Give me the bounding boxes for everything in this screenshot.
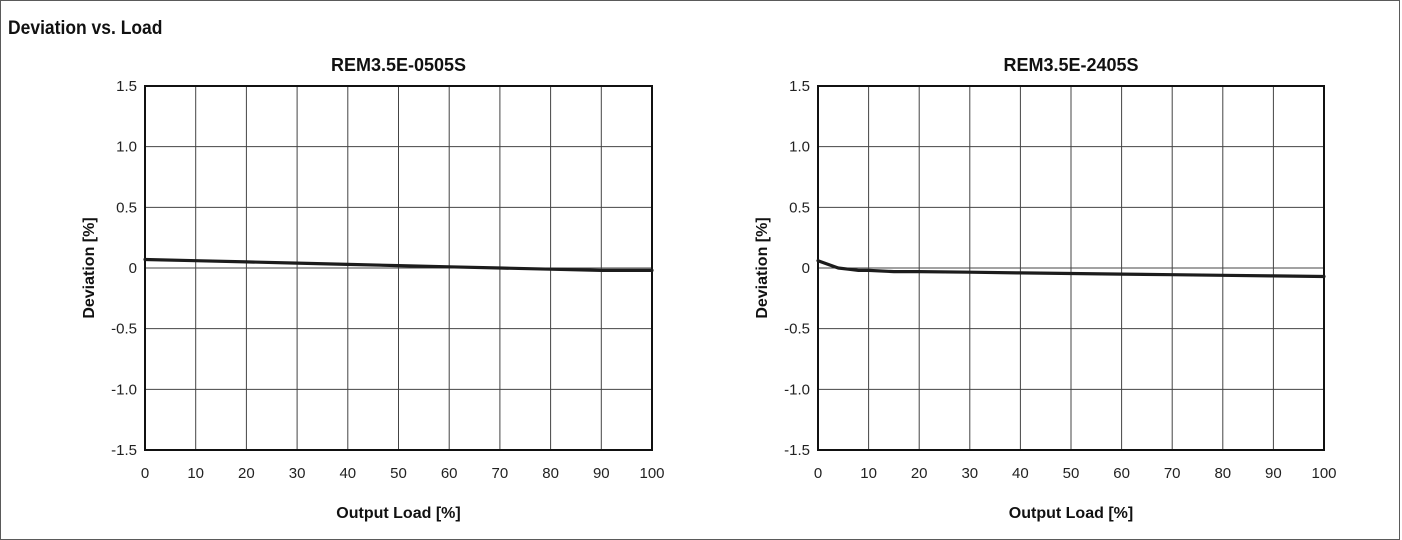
section-title: Deviation vs. Load [8,18,163,39]
y-tick-label: -1.0 [111,381,137,398]
y-tick-label: 0.5 [116,199,137,216]
x-tick-label: 10 [187,465,204,482]
x-tick-label: 0 [141,465,149,482]
x-tick-label: 10 [860,465,877,482]
chart-2: REM3.5E-2405S 0 10 20 30 40 50 60 70 80 90 100 1.5 1.… [754,55,1337,522]
y-tick-label: -0.5 [784,321,810,338]
x-tick-label: 20 [238,465,255,482]
x-tick-label: 100 [1311,465,1336,482]
y-tick-label: -0.5 [111,321,137,338]
x-axis-label: Output Load [%] [1009,505,1133,522]
x-tick-label: 0 [814,465,822,482]
plot-area-border [817,85,1325,451]
x-tick-label: 40 [339,465,356,482]
x-tick-label: 80 [542,465,559,482]
x-tick-label: 50 [390,465,407,482]
chart-1: REM3.5E-0505S 0 10 20 30 40 50 60 70 80 90 100 1.5 1.… [81,55,665,522]
x-tick-label: 30 [961,465,978,482]
y-tick-label: -1.5 [784,442,810,459]
x-tick-label: 60 [1113,465,1130,482]
series-line-1 [143,257,654,272]
series-line-1 [816,259,1326,279]
x-tick-label: 30 [289,465,306,482]
x-tick-label: 90 [593,465,610,482]
x-tick-label: 80 [1214,465,1231,482]
y-axis-label: Deviation [%] [754,217,771,318]
x-tick-label: 70 [492,465,509,482]
x-tick-label: 40 [1012,465,1029,482]
y-tick-label: 1.5 [789,78,810,95]
plot-area-border [144,85,653,451]
y-tick-label: 1.0 [116,139,137,156]
x-tick-label: 90 [1265,465,1282,482]
y-tick-label: 0 [802,260,810,277]
x-axis-label: Output Load [%] [336,505,460,522]
x-tick-label: 100 [639,465,664,482]
y-tick-label: -1.0 [784,381,810,398]
x-tick-label: 60 [441,465,458,482]
x-tick-label: 20 [911,465,928,482]
chart-title: REM3.5E-0505S [331,55,466,75]
x-tick-label: 70 [1164,465,1181,482]
y-tick-label: 0 [129,260,137,277]
y-tick-label: -1.5 [111,442,137,459]
y-axis-label: Deviation [%] [81,217,98,318]
chart-title: REM3.5E-2405S [1003,55,1138,75]
y-tick-label: 0.5 [789,199,810,216]
x-tick-label: 50 [1063,465,1080,482]
y-tick-label: 1.5 [116,78,137,95]
y-tick-label: 1.0 [789,139,810,156]
